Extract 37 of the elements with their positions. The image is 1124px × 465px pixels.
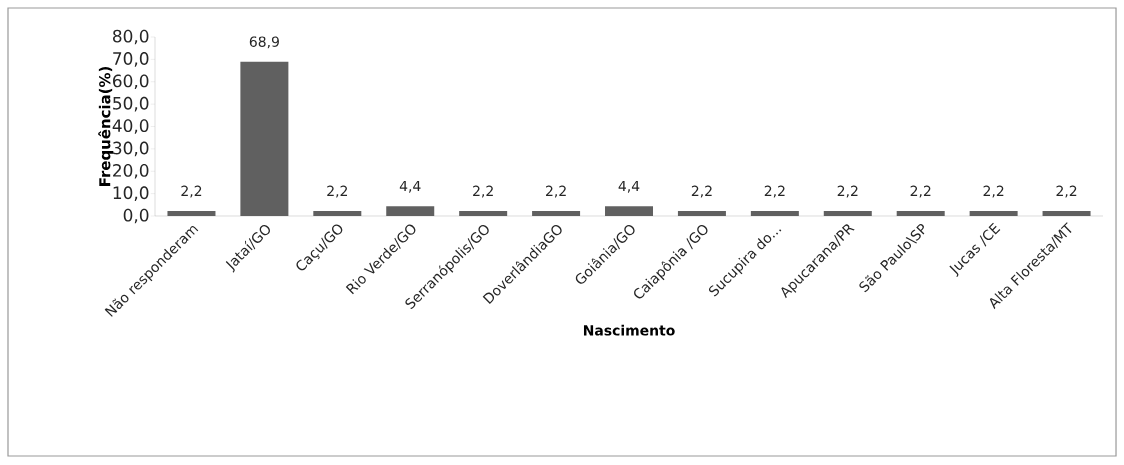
data-label: 2,2 xyxy=(327,185,348,198)
data-label: 4,4 xyxy=(618,180,640,193)
y-tick-label: 60,0 xyxy=(113,74,149,90)
bar xyxy=(969,211,1018,216)
y-tick-label: 70,0 xyxy=(113,52,149,67)
data-label: 2,2 xyxy=(983,185,1004,198)
bar xyxy=(1042,211,1091,216)
bar xyxy=(313,211,362,216)
data-label: 4,4 xyxy=(399,180,421,193)
y-tick-label: 20,0 xyxy=(113,163,149,179)
bar xyxy=(386,206,435,216)
y-tick-label: 10,0 xyxy=(113,186,149,201)
data-label: 68,9 xyxy=(249,36,279,49)
y-tick-label: 0,0 xyxy=(123,208,149,224)
bar xyxy=(823,211,872,216)
y-axis-title: Frequência(%) xyxy=(98,66,114,186)
bar xyxy=(750,211,799,216)
x-axis-title: Nascimento xyxy=(583,324,675,336)
y-tick-label: 50,0 xyxy=(113,96,149,112)
bar xyxy=(677,211,726,216)
data-label: 2,2 xyxy=(473,185,493,198)
bar xyxy=(605,206,654,216)
y-tick-label: 80,0 xyxy=(113,29,149,45)
data-label: 2,2 xyxy=(546,185,566,198)
bar xyxy=(896,211,945,216)
data-label: 2,2 xyxy=(1056,185,1077,198)
bar xyxy=(532,211,581,216)
data-label: 2,2 xyxy=(764,185,785,198)
bar xyxy=(459,211,508,216)
bar xyxy=(167,211,216,216)
data-label: 2,2 xyxy=(910,185,931,198)
bar xyxy=(240,61,289,216)
data-label: 2,2 xyxy=(181,185,202,198)
data-label: 2,2 xyxy=(837,185,858,198)
y-tick-label: 40,0 xyxy=(112,119,149,134)
data-label: 2,2 xyxy=(691,185,712,198)
y-tick-label: 30,0 xyxy=(113,141,149,157)
